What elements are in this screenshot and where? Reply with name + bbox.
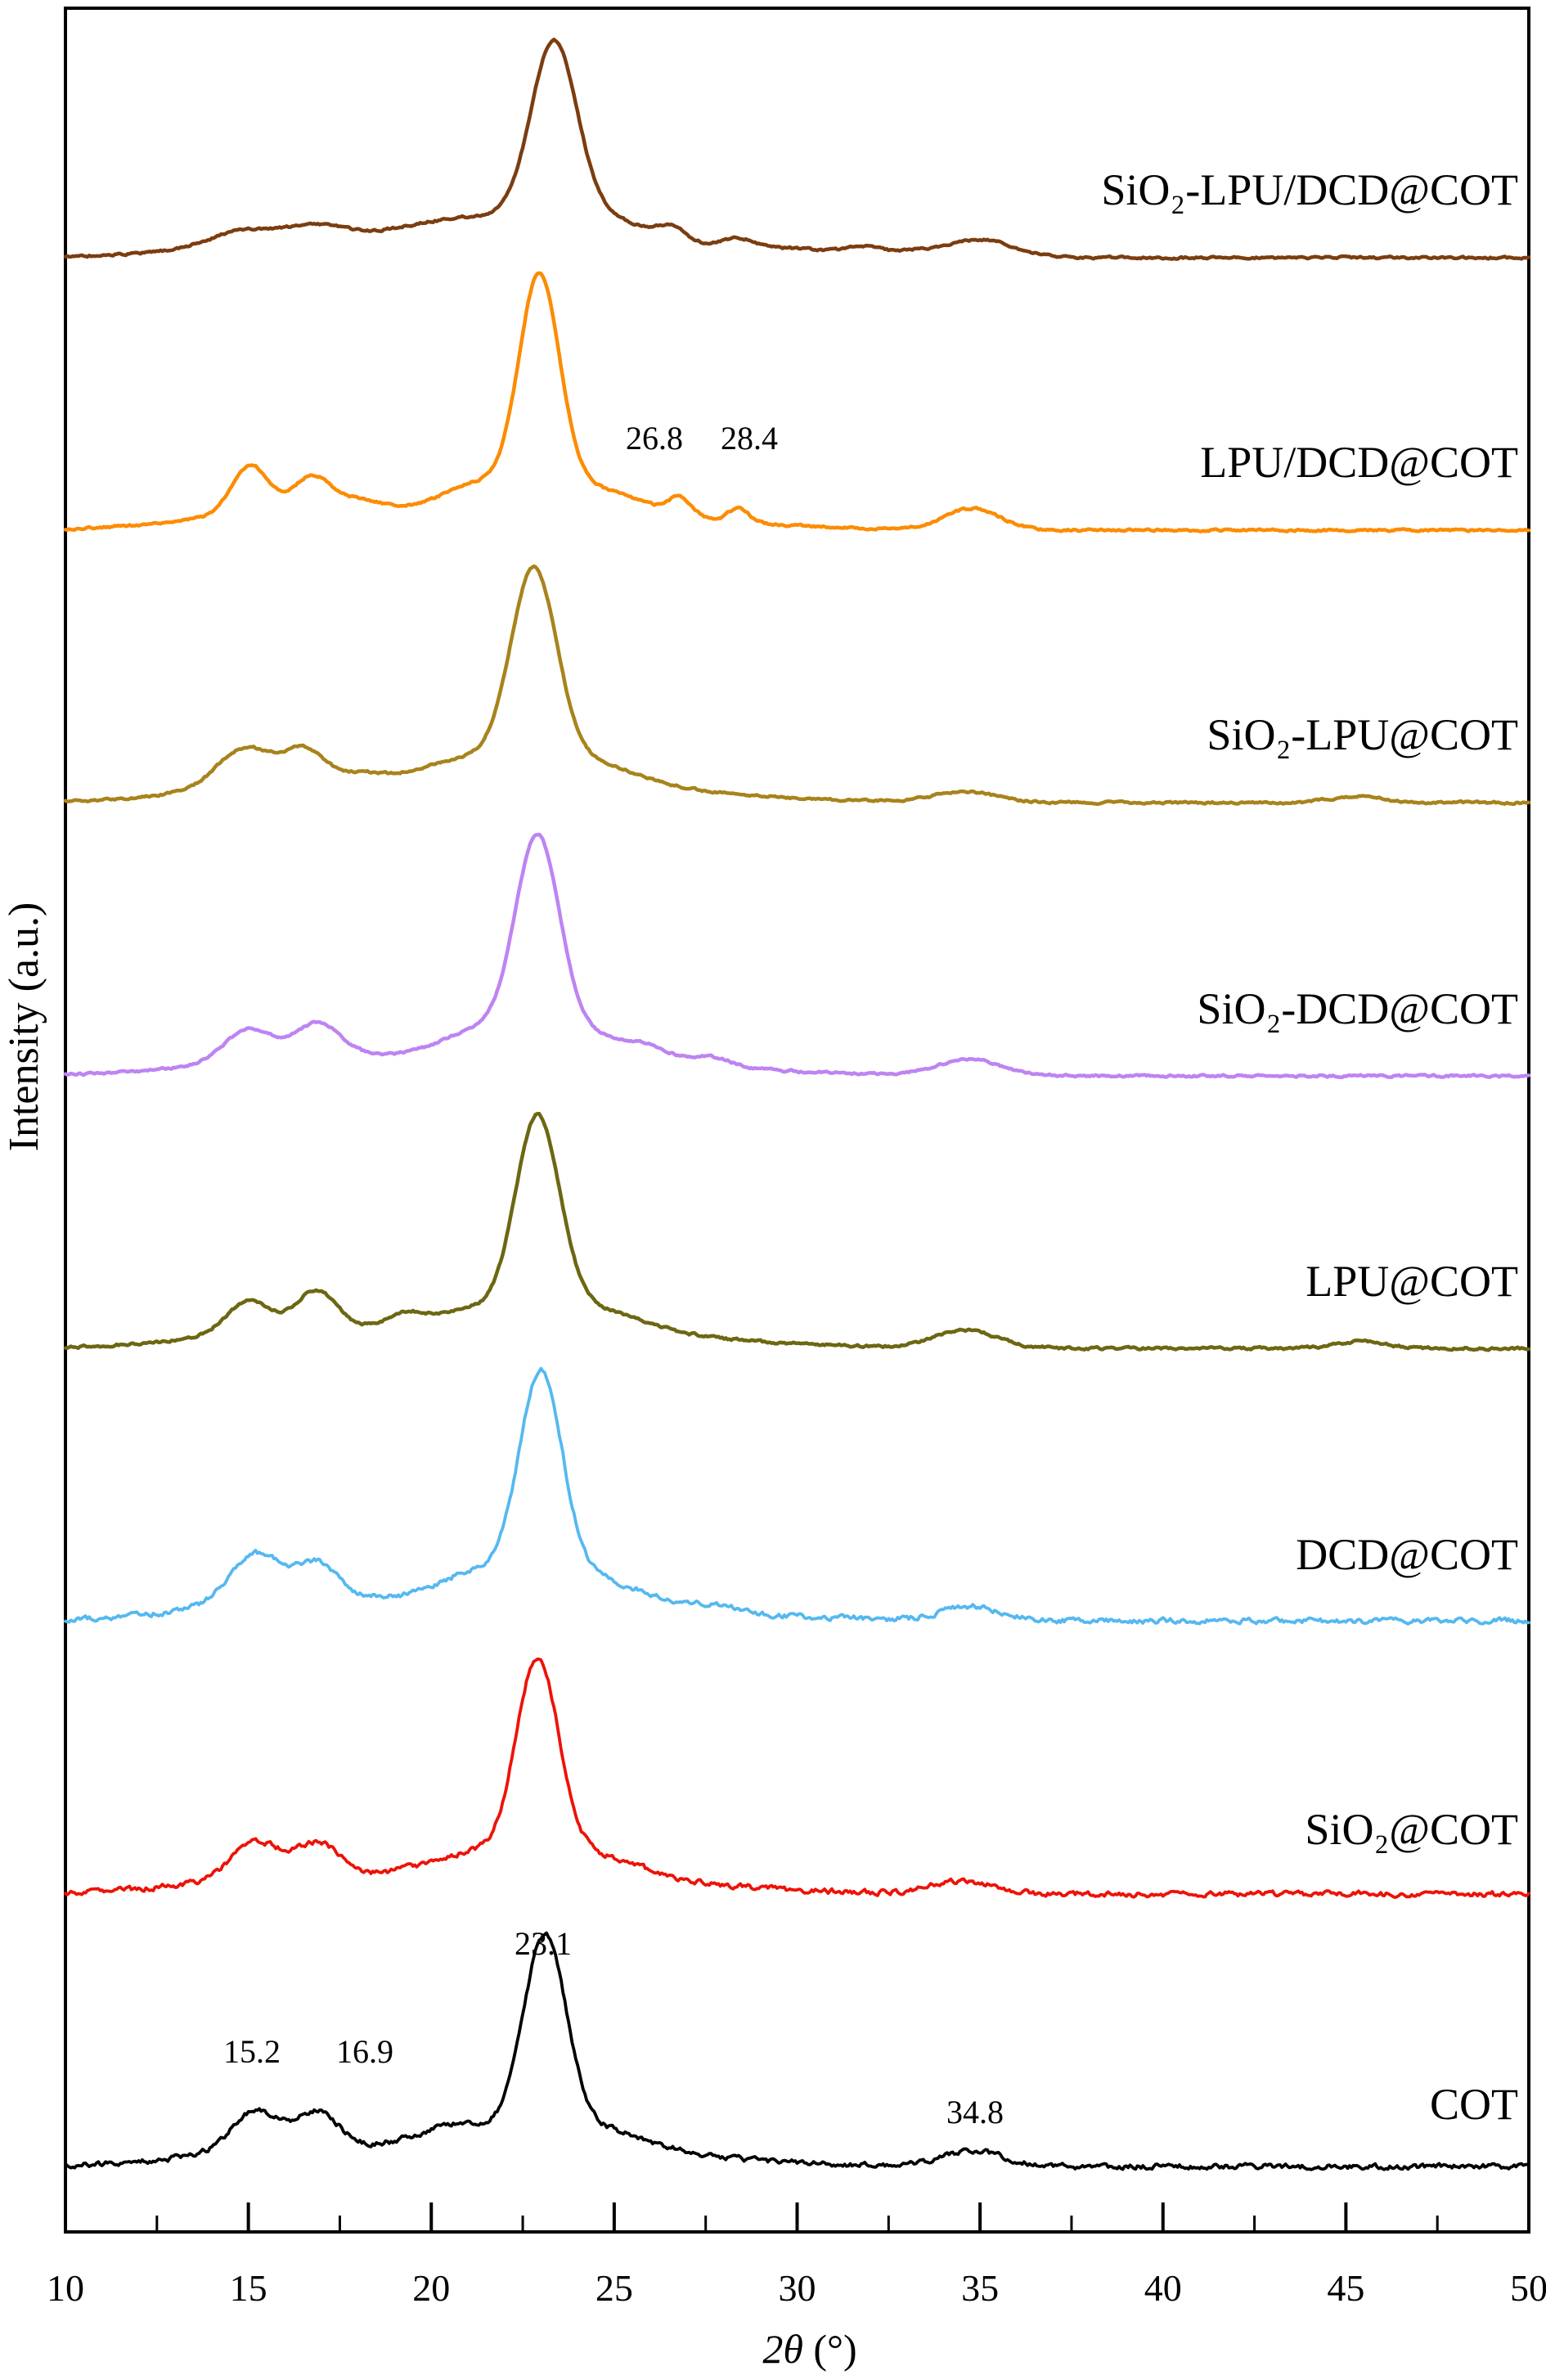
peak-annotation-26-8: 26.8 (626, 420, 683, 457)
peak-annotation-15-2: 15.2 (223, 2033, 281, 2070)
peak-annotation-16-9: 16.9 (336, 2033, 393, 2070)
x-tick-label-25: 25 (595, 2267, 633, 2309)
x-tick-label-20: 20 (412, 2267, 451, 2309)
x-axis-title: 2θ (°) (762, 2328, 856, 2369)
peak-annotation-28-4: 28.4 (721, 420, 778, 457)
series-label-dcd-cot: DCD@COT (1296, 1530, 1518, 1579)
curve-sio-lpu-cot (63, 564, 1531, 807)
curve-lpu-dcd-cot (63, 271, 1531, 533)
series-label-sio-lpu-cot: SiO₂-LPU@COT (1207, 710, 1518, 759)
x-axis-title-unit: (°) (802, 2326, 857, 2372)
x-tick-label-50: 50 (1510, 2267, 1546, 2309)
x-tick-label-30: 30 (778, 2267, 816, 2309)
series-label-sio-cot: SiO₂@COT (1305, 1805, 1518, 1854)
curve-lpu-cot (63, 1112, 1531, 1352)
x-tick-label-35: 35 (961, 2267, 1000, 2309)
series-label-lpu-cot: LPU@COT (1306, 1257, 1518, 1306)
curve-sio-lpu-dcd-cot (63, 38, 1531, 261)
plot-border (64, 7, 1530, 2234)
x-axis-title-symbol: 2θ (762, 2326, 803, 2372)
x-tick-label-15: 15 (229, 2267, 267, 2309)
x-tick-label-45: 45 (1327, 2267, 1365, 2309)
series-label-cot: COT (1430, 2080, 1518, 2129)
peak-annotation-34-8: 34.8 (946, 2094, 1004, 2130)
curve-sio-cot (64, 1658, 1530, 1899)
x-tick-label-10: 10 (47, 2267, 84, 2309)
curve-sio-dcd-cot (63, 832, 1531, 1080)
peak-annotation-23-1: 23.1 (515, 1925, 572, 1962)
series-label-sio-dcd-cot: SiO₂-DCD@COT (1197, 984, 1518, 1033)
x-tick-label-40: 40 (1144, 2267, 1182, 2309)
curve-dcd-cot (64, 1366, 1530, 1626)
series-label-lpu-dcd-cot: LPU/DCD@COT (1200, 438, 1518, 487)
y-axis-title: Intensity (a.u.) (1, 902, 47, 1152)
curve-cot (64, 1931, 1530, 2171)
series-label-sio-lpu-dcd-cot: SiO₂-LPU/DCD@COT (1101, 165, 1518, 214)
